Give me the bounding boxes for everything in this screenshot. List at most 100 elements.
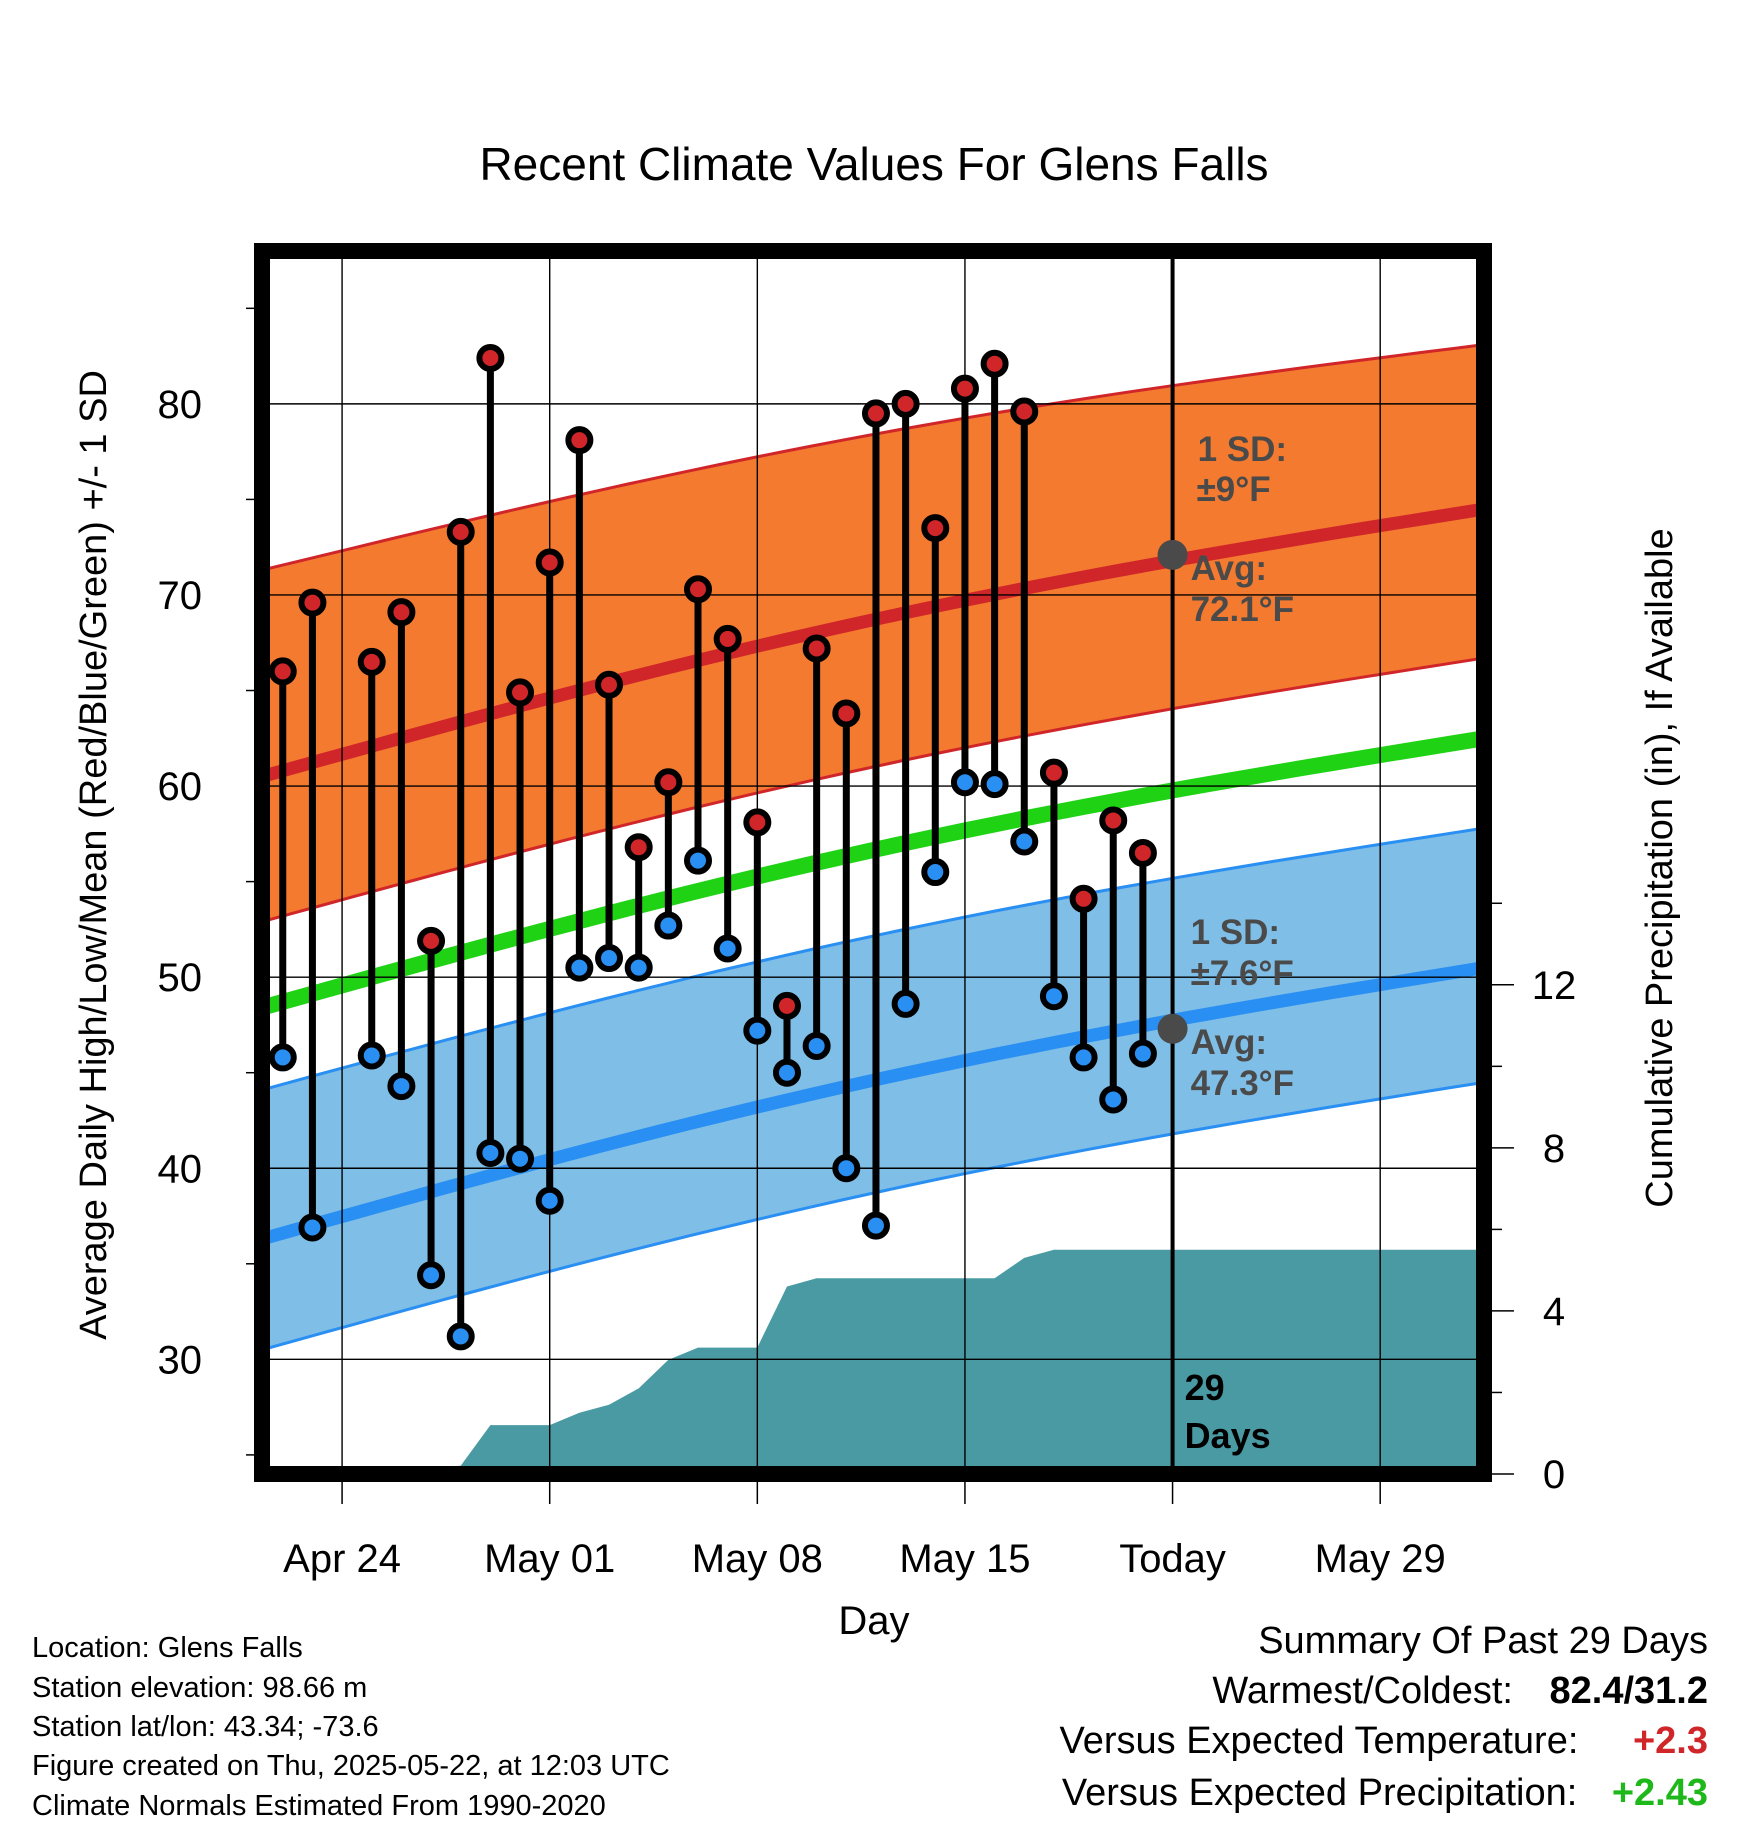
daily-low-marker [980,770,1009,799]
chart-title: Recent Climate Values For Glens Falls [479,138,1268,190]
today-avg-low-dot [1157,1013,1188,1044]
daily-low-marker [268,1043,297,1072]
daily-high-marker [476,344,505,373]
daily-high-marker [684,575,713,604]
daily-high-marker [506,678,535,707]
daily-low-marker [891,989,920,1018]
daily-high-marker [595,670,624,699]
y-tick-label: 60 [158,765,203,809]
x-tick-label: Apr 24 [283,1537,401,1581]
daily-high-marker [357,647,386,676]
y2-tick-label: 0 [1543,1453,1565,1497]
daily-low-marker [1039,982,1068,1011]
x-tick-label: May 08 [692,1537,823,1581]
daily-high-marker [624,833,653,862]
daily-high-marker [1128,838,1157,867]
daily-low-marker [832,1154,861,1183]
daily-high-marker [1069,884,1098,913]
daily-high-marker [535,548,564,577]
y-tick-label: 70 [158,574,203,618]
daily-low-marker [684,846,713,875]
summary-heading: Summary Of Past 29 Days [1258,1620,1708,1662]
daily-high-marker [417,926,446,955]
daily-high-marker [891,389,920,418]
daily-low-marker [802,1031,831,1060]
daily-high-marker [654,768,683,797]
y-tick-label: 30 [158,1338,203,1382]
daily-high-marker [1099,806,1128,835]
daily-low-marker [743,1016,772,1045]
y-tick-label: 80 [158,383,203,427]
daily-low-marker [535,1186,564,1215]
plot-frame [254,243,1492,1482]
daily-high-marker [1010,397,1039,426]
daily-low-marker [298,1213,327,1242]
x-tick-label: May 29 [1315,1537,1446,1581]
daily-high-marker [268,657,297,686]
daily-high-marker [298,588,327,617]
summary-temp: Versus Expected Temperature: +2.3 [1059,1720,1708,1763]
y-tick-label: 50 [158,956,203,1000]
precip-label: Versus Expected Precipitation: [1061,1772,1578,1814]
created-text: Figure created on Thu, 2025-05-22, at 12… [32,1750,670,1782]
latlon-text: Station lat/lon: 43.34; -73.6 [32,1711,379,1743]
daily-low-marker [654,911,683,940]
low-avg-label: Avg: [1191,1023,1267,1062]
low-sd-value: ±7.6°F [1191,954,1294,993]
daily-high-marker [565,426,594,455]
daily-low-marker [950,768,979,797]
x-tick-label: Today [1119,1537,1226,1581]
daily-low-marker [446,1322,475,1351]
daily-high-marker [980,349,1009,378]
x-axis-label: Day [838,1599,909,1643]
high-avg-value: 72.1°F [1191,590,1295,629]
summary-precip: Versus Expected Precipitation: +2.43 [1062,1772,1708,1815]
daily-high-marker [713,624,742,653]
daily-high-marker [802,634,831,663]
high-sd-value: ±9°F [1197,470,1271,509]
daily-low-marker [476,1138,505,1167]
elevation-text: Station elevation: 98.66 m [32,1672,368,1704]
daily-low-marker [417,1261,446,1290]
daily-high-marker [832,699,861,728]
daily-low-marker [861,1211,890,1240]
days-count-value: 29 [1185,1367,1225,1408]
daily-low-marker [357,1041,386,1070]
high-sd-label: 1 SD: [1198,430,1287,469]
warm-cold-value: 82.4/31.2 [1549,1670,1708,1712]
daily-high-marker [861,399,890,428]
today-avg-high-dot [1157,539,1188,570]
daily-low-marker [595,944,624,973]
precipitation-area [389,1249,1484,1474]
y-axis-label: Average Daily High/Low/Mean (Red/Blue/Gr… [73,370,115,1340]
daily-high-marker [921,514,950,543]
precip-value: +2.43 [1611,1772,1708,1814]
x-tick-label: May 15 [899,1537,1030,1581]
daily-low-marker [387,1072,416,1101]
summary-warm-cold: Warmest/Coldest: 82.4/31.2 [1212,1670,1708,1713]
daily-low-marker [506,1144,535,1173]
normals-text: Climate Normals Estimated From 1990-2020 [32,1790,606,1822]
daily-high-marker [950,374,979,403]
daily-low-marker [624,953,653,982]
y2-tick-label: 12 [1532,964,1577,1008]
low-sd-label: 1 SD: [1191,913,1280,952]
daily-low-marker [1069,1043,1098,1072]
y2-tick-label: 4 [1543,1290,1565,1334]
daily-high-marker [772,991,801,1020]
warm-cold-label: Warmest/Coldest: [1212,1670,1513,1712]
daily-low-marker [1010,827,1039,856]
y2-axis-label: Cumulative Precipitation (in), If Availa… [1639,528,1681,1207]
daily-high-marker [387,598,416,627]
daily-low-marker [921,858,950,887]
daily-low-marker [772,1058,801,1087]
low-avg-value: 47.3°F [1191,1064,1295,1103]
location-text: Location: Glens Falls [32,1632,303,1664]
temp-label: Versus Expected Temperature: [1059,1720,1579,1762]
daily-low-marker [1099,1085,1128,1114]
x-tick-label: May 01 [484,1537,615,1581]
plot-area [262,251,1484,1474]
y2-tick-label: 8 [1543,1127,1565,1171]
daily-low-marker [713,934,742,963]
